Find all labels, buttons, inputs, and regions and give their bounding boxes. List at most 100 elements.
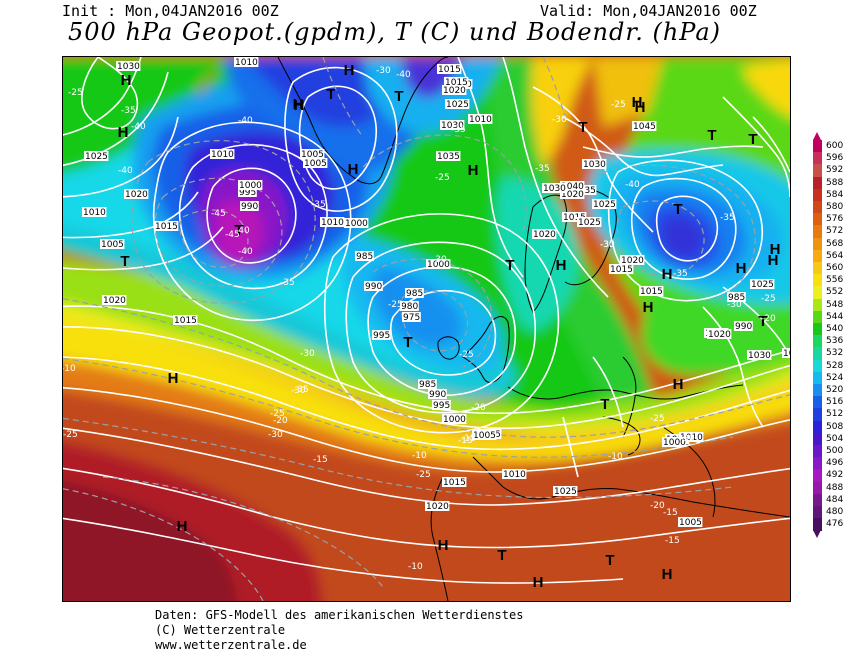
legend-label: 560: [826, 263, 844, 273]
legend-swatch: [813, 286, 822, 300]
isobar-label: 1025: [85, 152, 108, 162]
isobar-label: 1005: [301, 150, 324, 160]
isobar-label-bg: [116, 61, 141, 71]
legend-swatch: [813, 164, 822, 178]
isobar-label: 1030: [748, 351, 771, 361]
temperature-label: -35: [600, 240, 615, 250]
isobar-label: 1045: [633, 122, 656, 132]
temperature-label: -25: [388, 300, 403, 310]
isobar-label-bg: [560, 189, 585, 199]
temperature-label: -35: [451, 125, 466, 135]
isobar-label: 990: [241, 202, 258, 212]
isobar-label-bg: [210, 149, 235, 159]
legend-label: 508: [826, 421, 844, 432]
isobar-label-bg: [154, 221, 179, 231]
isobar-label-bg: [355, 251, 374, 261]
isobar-label-bg: [560, 181, 585, 191]
low-pressure-marker: T: [403, 334, 412, 351]
isobar-label: 985: [728, 293, 745, 303]
legend-label: 576: [826, 214, 844, 225]
isobar-label-bg: [442, 85, 467, 95]
legend-label: 592: [826, 165, 844, 176]
temperature-label: -35: [294, 385, 309, 395]
isobar-label-bg: [632, 121, 657, 131]
high-pressure-marker: H: [294, 97, 305, 114]
legend-label: 492: [826, 470, 844, 481]
isobar-label-bg: [639, 286, 664, 296]
legend-swatch: [813, 445, 822, 458]
isobar-label-bg: [562, 212, 587, 222]
temperature-label: -35: [311, 200, 326, 210]
legend-label: 564: [826, 250, 844, 261]
isobar-label: 1020: [443, 86, 466, 96]
isobar-label-bg: [320, 217, 345, 227]
legend-swatch: [813, 249, 822, 263]
legend-label: 488: [826, 482, 844, 493]
isobar-label: 1010: [83, 208, 106, 218]
isotherms: [63, 57, 790, 601]
isobar-label: 985: [419, 380, 436, 390]
isobar-label: 1005: [101, 240, 124, 250]
high-pressure-marker: H: [177, 518, 188, 535]
isobar-label-bg: [300, 149, 325, 159]
temperature-label: -30: [268, 430, 283, 440]
isobar-label-bg: [750, 279, 775, 289]
temperature-label: -15: [663, 508, 678, 518]
legend-label: 544: [826, 311, 844, 322]
isobar-label-bg: [532, 229, 557, 239]
coastlines: [277, 57, 790, 601]
legend-label: 480: [826, 507, 844, 517]
isobar-label-bg: [102, 295, 127, 305]
temperature-label: -25: [68, 88, 83, 98]
low-pressure-marker: T: [497, 547, 506, 564]
legend-label: 552: [826, 287, 844, 298]
legend-swatch: [813, 298, 822, 312]
temperature-label: -25: [435, 173, 450, 183]
isobar-label-bg: [405, 288, 424, 298]
legend-swatch: [813, 396, 822, 409]
isobar-label: 1015: [155, 222, 178, 232]
temperature-label: -40: [396, 70, 411, 80]
temperature-label: -30: [600, 240, 615, 250]
temperature-label: -20: [471, 403, 486, 413]
init-time: Init : Mon,04JAN2016 00Z: [62, 2, 279, 20]
isobar-label: 1035: [437, 152, 460, 162]
legend-label: 496: [826, 458, 844, 469]
legend-label: 596: [826, 153, 844, 164]
legend-swatch: [813, 201, 822, 214]
isobar-label-bg: [84, 151, 109, 161]
temperature-label: -35: [121, 106, 136, 116]
isobar-label: 990: [735, 322, 752, 332]
isobar-label: 1020: [533, 230, 556, 240]
isobar-label-bg: [372, 330, 391, 340]
legend-swatch: [813, 274, 822, 287]
isobar-label-bg: [432, 400, 451, 410]
isobar-label-bg: [124, 189, 149, 199]
isobar-label-bg: [426, 259, 451, 269]
isobar-label: 1020: [103, 296, 126, 306]
temperature-label: -15: [665, 536, 680, 546]
high-pressure-marker: H: [643, 299, 654, 316]
legend-label: 532: [826, 348, 844, 359]
temperature-label: -40: [238, 116, 253, 126]
low-pressure-marker: T: [600, 396, 609, 413]
temperature-label: -25: [459, 350, 474, 360]
low-pressure-marker: T: [578, 119, 587, 136]
low-pressure-marker: T: [673, 201, 682, 218]
high-pressure-marker: H: [468, 162, 479, 179]
temperature-label: -40: [131, 122, 146, 132]
legend-label: 588: [826, 177, 844, 188]
temperature-label: -40: [235, 226, 250, 236]
isobar-label-bg: [344, 218, 369, 228]
legend-swatch: [813, 152, 822, 165]
isobar-label: 995: [373, 331, 390, 341]
isobar-label-bg: [444, 77, 469, 87]
isobar-label: 985: [356, 252, 373, 262]
isobar-label-bg: [542, 183, 567, 193]
isobar-label-bg: [468, 114, 493, 124]
isobar-label: 1030: [117, 62, 140, 72]
temperature-label: -20: [650, 501, 665, 511]
isobar-label-bg: [445, 99, 470, 109]
legend-swatch: [813, 213, 822, 226]
